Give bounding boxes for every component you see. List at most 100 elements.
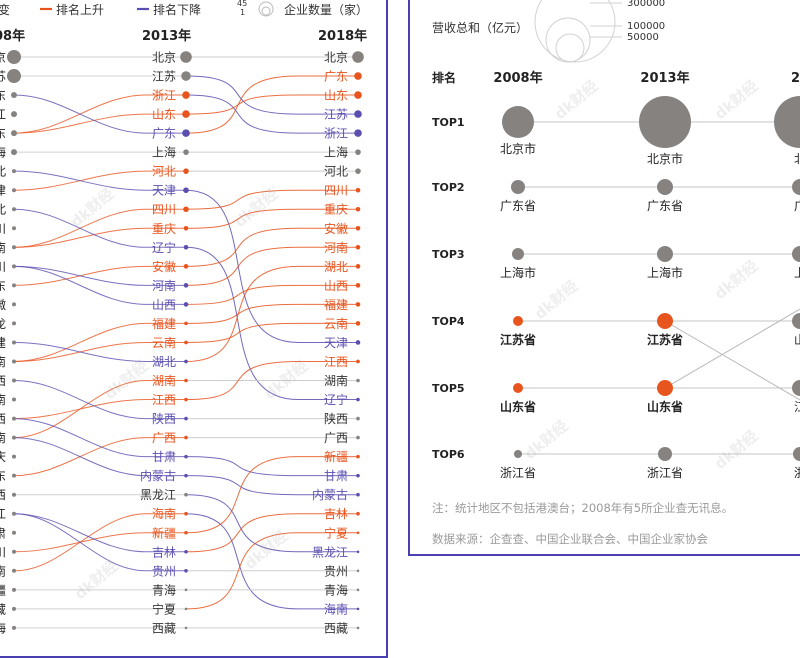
label-2018-15: 天津 bbox=[324, 336, 348, 350]
connector-2008-2013 bbox=[13, 94, 186, 134]
node-2013 bbox=[184, 511, 188, 516]
node-2013 bbox=[184, 530, 188, 535]
size-legend-label: 营收总和（亿元） bbox=[432, 20, 528, 35]
label-2008-7: 津 bbox=[0, 184, 6, 198]
connector-2008-2013 bbox=[13, 513, 186, 572]
node-2013 bbox=[183, 149, 189, 155]
rank-cell-name: 北京市 bbox=[500, 141, 536, 156]
connector-2013-2018 bbox=[185, 189, 358, 210]
label-2008-21: 庆 bbox=[0, 450, 6, 464]
node-2008 bbox=[12, 188, 16, 193]
node-2018 bbox=[355, 168, 361, 174]
node-2018 bbox=[355, 149, 361, 155]
rank-bubble bbox=[658, 447, 672, 461]
label-2008-16: 南 bbox=[0, 354, 6, 369]
node-2008 bbox=[12, 473, 16, 478]
label-2013-10: 辽宁 bbox=[152, 240, 176, 255]
label-2008-19: 西 bbox=[0, 412, 6, 426]
node-2008 bbox=[11, 92, 17, 99]
connector-2008-2013 bbox=[13, 265, 186, 286]
node-2013 bbox=[181, 71, 191, 81]
rank-cell-name: 山 bbox=[794, 333, 800, 347]
node-2018 bbox=[352, 51, 364, 63]
node-2018 bbox=[356, 588, 360, 592]
legend-size-label: 企业数量（家） bbox=[284, 2, 368, 17]
node-2008 bbox=[12, 302, 16, 307]
node-2008 bbox=[12, 359, 16, 364]
label-2013-9: 重庆 bbox=[152, 222, 176, 236]
label-2013-13: 山西 bbox=[152, 298, 176, 312]
node-2008 bbox=[12, 283, 16, 288]
node-2013 bbox=[184, 454, 188, 459]
label-2018-27: 贵州 bbox=[324, 564, 348, 578]
size-legend-circle-small bbox=[555, 33, 585, 63]
connector-2008-2013 bbox=[13, 170, 186, 191]
label-2008-22: 东 bbox=[0, 469, 6, 483]
rank-cell-name: 上 bbox=[794, 266, 800, 280]
connector-2013-2018 bbox=[185, 75, 358, 134]
node-2008 bbox=[12, 226, 16, 231]
label-2008-25: 肃 bbox=[0, 526, 6, 540]
node-2013 bbox=[184, 588, 188, 592]
rank-cell-name: 广东省 bbox=[500, 199, 536, 213]
node-2013 bbox=[183, 187, 189, 194]
column-header-right-1: 2013年 bbox=[640, 70, 689, 86]
label-2013-2: 浙江 bbox=[152, 89, 176, 103]
node-2008 bbox=[12, 245, 16, 250]
node-2013 bbox=[183, 264, 189, 269]
node-2008 bbox=[12, 587, 16, 592]
label-2013-18: 江西 bbox=[152, 393, 176, 407]
rank-cell-name: 浙江省 bbox=[500, 466, 536, 480]
node-2008 bbox=[12, 321, 16, 326]
node-2013 bbox=[182, 110, 190, 118]
column-header-right-0: 2008年 bbox=[493, 70, 542, 86]
node-2008 bbox=[12, 207, 16, 212]
node-2008 bbox=[12, 530, 16, 535]
rank-cell-name: 江苏省 bbox=[500, 332, 536, 347]
watermark-text: dk财经 bbox=[101, 357, 151, 403]
label-2013-29: 宁夏 bbox=[152, 601, 176, 616]
node-2013 bbox=[184, 435, 188, 440]
connector-2008-2013 bbox=[13, 170, 186, 191]
label-2018-28: 青海 bbox=[324, 582, 348, 597]
label-2008-15: 建 bbox=[0, 336, 6, 350]
rank-cell-name: 浙 bbox=[794, 466, 800, 480]
node-2013 bbox=[184, 607, 188, 611]
node-2008 bbox=[12, 606, 16, 611]
connector-2008-2013 bbox=[13, 380, 186, 439]
connector-2008-2013 bbox=[13, 113, 186, 134]
label-2008-5: 海 bbox=[0, 145, 6, 160]
node-2013 bbox=[184, 492, 188, 497]
watermark-text: dk财经 bbox=[711, 427, 761, 473]
node-2018 bbox=[356, 531, 360, 535]
rank-cell-name: 山东省 bbox=[500, 399, 536, 414]
node-2018 bbox=[355, 302, 361, 307]
node-2018 bbox=[356, 569, 360, 573]
node-2013 bbox=[184, 321, 188, 326]
node-2013 bbox=[183, 302, 189, 307]
node-2013 bbox=[183, 168, 189, 174]
rank-label-4: TOP5 bbox=[432, 382, 465, 395]
label-2018-23: 内蒙古 bbox=[312, 487, 348, 502]
label-2013-11: 安徽 bbox=[152, 259, 176, 274]
node-2013 bbox=[184, 626, 188, 630]
rank-bubble bbox=[774, 96, 800, 148]
label-2013-25: 新疆 bbox=[152, 525, 176, 540]
rank-bubble bbox=[639, 96, 691, 148]
node-2008 bbox=[12, 397, 16, 402]
watermark-text: dk财经 bbox=[711, 257, 761, 303]
node-2008 bbox=[7, 69, 21, 84]
watermark-text: dk财经 bbox=[521, 417, 571, 463]
rank-bubble bbox=[512, 248, 524, 260]
label-2008-0: 京 bbox=[0, 51, 6, 65]
watermark-text: dk财经 bbox=[551, 77, 601, 123]
connector-2013-2018 bbox=[185, 494, 358, 553]
label-2008-14: 龙 bbox=[0, 317, 6, 331]
node-2018 bbox=[356, 435, 360, 440]
label-2013-7: 天津 bbox=[152, 184, 176, 198]
node-2013 bbox=[183, 245, 189, 250]
rank-bubble bbox=[657, 246, 673, 262]
label-2013-24: 海南 bbox=[152, 506, 176, 521]
legend-down-label: 排名下降 bbox=[153, 2, 201, 17]
